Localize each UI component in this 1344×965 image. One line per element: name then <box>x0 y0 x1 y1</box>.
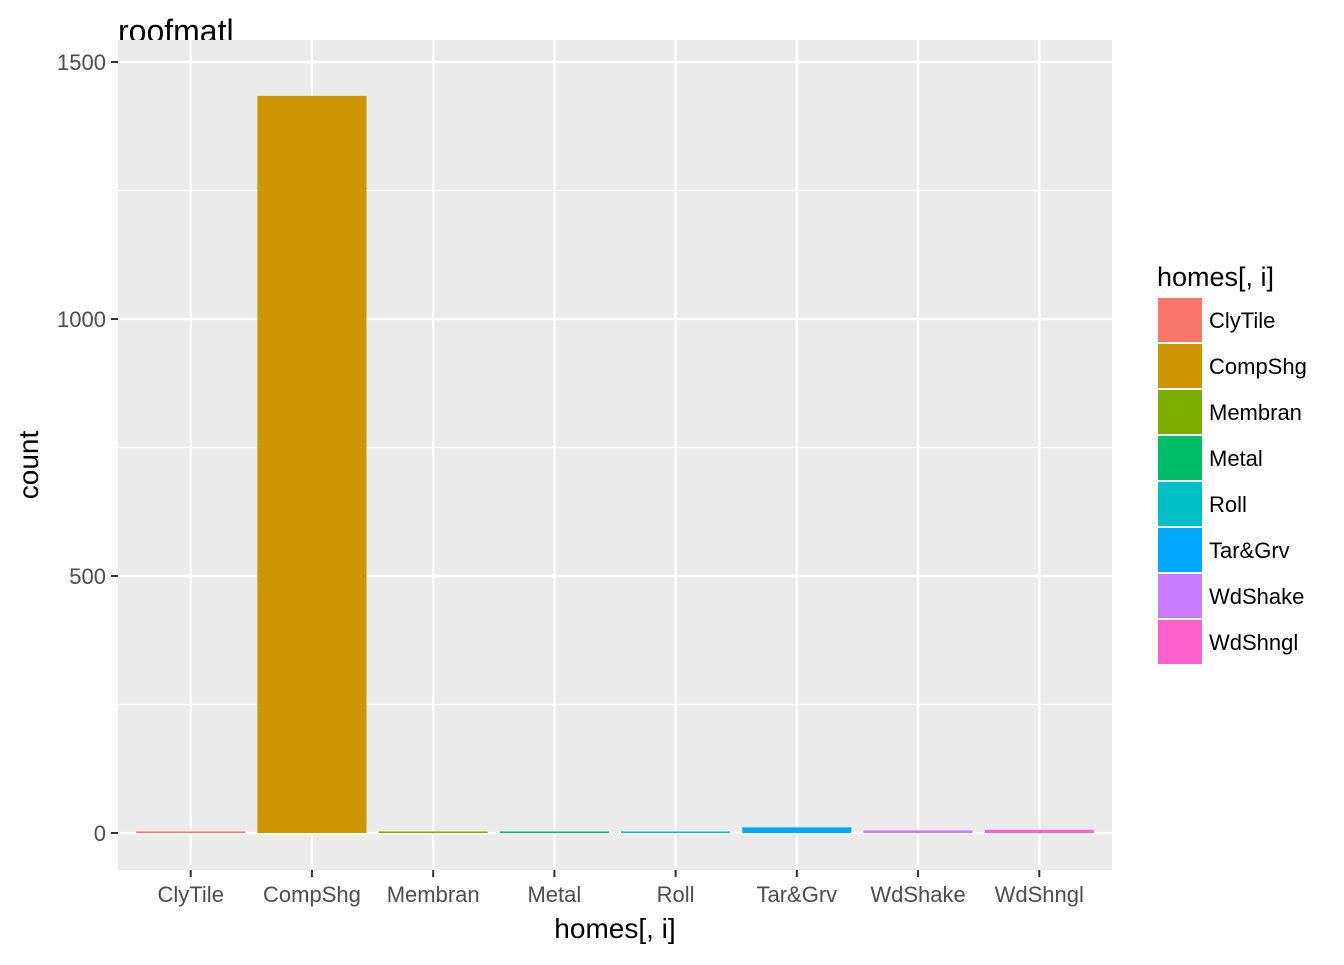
x-axis-title: homes[, i] <box>554 913 675 944</box>
x-tick-label: WdShake <box>870 882 965 907</box>
legend-label: WdShngl <box>1209 630 1298 655</box>
legend-key <box>1158 620 1202 664</box>
legend-label: CompShg <box>1209 354 1307 379</box>
legend: homes[, i] ClyTile CompShg Membran Metal Rol… <box>1157 262 1307 664</box>
legend-key <box>1158 436 1202 480</box>
bar-membran <box>378 831 488 833</box>
x-tick-label: ClyTile <box>158 882 224 907</box>
legend-key <box>1158 344 1202 388</box>
bar-clytile <box>136 831 246 833</box>
bar-metal <box>499 831 609 833</box>
bar-wdshake <box>863 830 973 833</box>
bar-compshg <box>257 95 367 833</box>
bars <box>136 95 1094 833</box>
axes: 0 500 1000 1500 ClyTile CompShg Membran Metal Ro… <box>57 50 1084 907</box>
legend-key <box>1158 298 1202 342</box>
y-axis-title: count <box>13 431 44 500</box>
legend-key <box>1158 574 1202 618</box>
legend-key <box>1158 482 1202 526</box>
bar-tar-grv <box>742 827 852 833</box>
x-tick-label: Tar&Grv <box>756 882 837 907</box>
x-tick-label: CompShg <box>263 882 361 907</box>
y-tick-label: 500 <box>69 564 106 589</box>
legend-label: Tar&Grv <box>1209 538 1290 563</box>
legend-label: Metal <box>1209 446 1263 471</box>
legend-label: WdShake <box>1209 584 1304 609</box>
bar-wdshngl <box>984 829 1094 833</box>
bar-roll <box>621 831 731 833</box>
x-tick-label: Roll <box>657 882 695 907</box>
legend-key <box>1158 390 1202 434</box>
x-tick-label: WdShngl <box>995 882 1084 907</box>
legend-label: Membran <box>1209 400 1302 425</box>
legend-items: ClyTile CompShg Membran Metal Roll Tar&Grv WdS… <box>1158 298 1307 664</box>
x-tick-label: Membran <box>387 882 480 907</box>
legend-label: Roll <box>1209 492 1247 517</box>
y-tick-label: 1000 <box>57 307 106 332</box>
y-tick-label: 0 <box>94 821 106 846</box>
legend-key <box>1158 528 1202 572</box>
legend-title: homes[, i] <box>1157 262 1274 292</box>
x-tick-label: Metal <box>527 882 581 907</box>
legend-label: ClyTile <box>1209 308 1275 333</box>
y-tick-label: 1500 <box>57 50 106 75</box>
